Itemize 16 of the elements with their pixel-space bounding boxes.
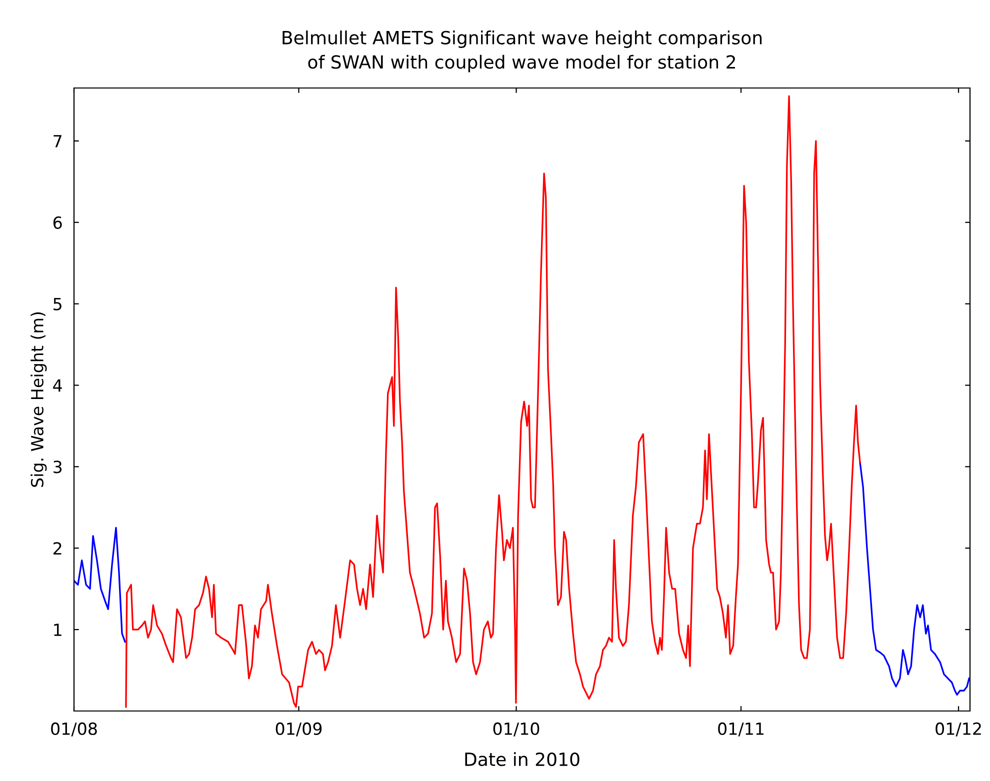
x-tick-label: 01/11 — [718, 722, 764, 736]
line-series — [125, 95, 861, 708]
y-tick-label: 2 — [54, 542, 62, 554]
y-tick-label: 5 — [54, 298, 62, 310]
y-tick-label: 4 — [53, 379, 62, 392]
x-tick-label: 01/10 — [493, 722, 540, 736]
y-tick-label: 3 — [54, 460, 62, 474]
x-tick-label: 01/08 — [51, 722, 97, 736]
x-axis-title: Date in 2010 — [465, 752, 580, 766]
chart-title: Belmullet AMETS Significant wave height comparison of SWAN with coupled wave model for station 2 — [282, 30, 762, 72]
y-tick-label: 1 — [54, 624, 62, 636]
x-tick-label: 01/09 — [276, 722, 322, 736]
y-axis-title: Sig. Wave Height (m) — [30, 312, 47, 487]
y-tick-label: 6 — [53, 216, 62, 229]
y-tick-label: 7 — [54, 135, 62, 148]
x-tick-label: 01/12 — [936, 722, 981, 736]
